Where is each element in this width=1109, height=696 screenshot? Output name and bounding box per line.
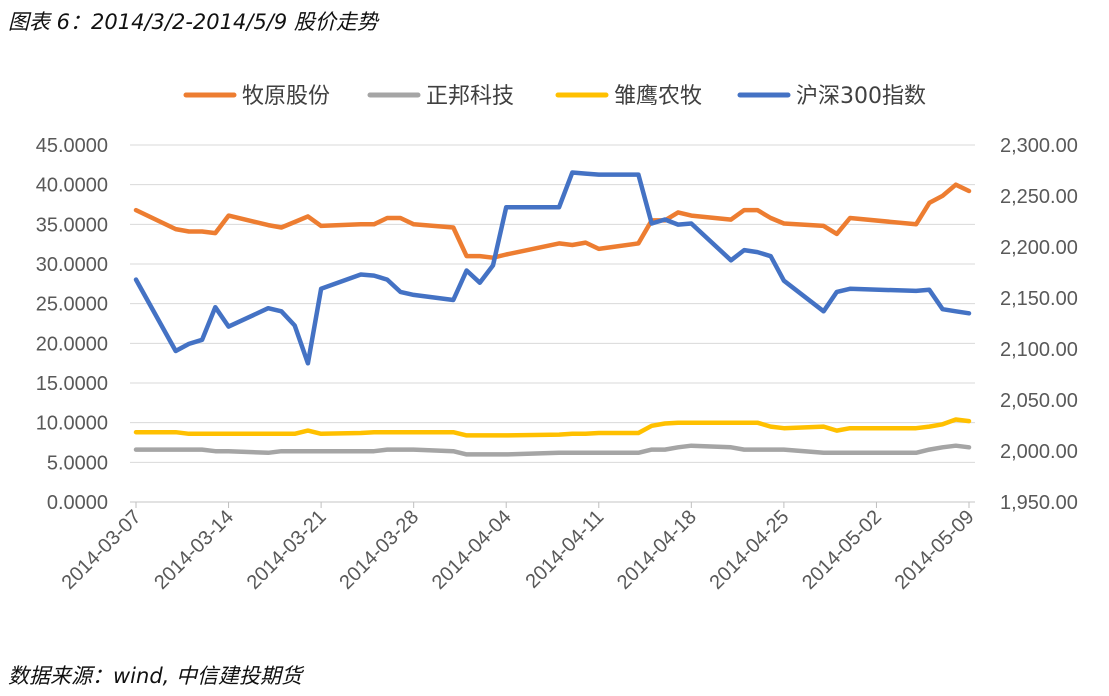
y2-tick-label: 2,000.00 <box>1000 441 1078 463</box>
data-source-note: 数据来源：wind, 中信建投期货 <box>8 664 302 688</box>
legend: 牧原股份 正邦科技 雏鹰农牧 沪深300指数 <box>183 84 926 109</box>
x-tick-label: 2014-03-28 <box>335 506 423 594</box>
y2-tick-label: 1,950.00 <box>1000 492 1078 514</box>
y-tick-label: 10.0000 <box>36 413 108 435</box>
y2-tick-label: 2,100.00 <box>1000 339 1078 361</box>
x-tick-label: 2014-04-18 <box>613 506 701 594</box>
y-tick-label: 20.0000 <box>36 333 108 355</box>
series-line <box>133 170 972 366</box>
y-tick-label: 45.0000 <box>36 135 108 157</box>
y-tick-label: 40.0000 <box>36 175 108 197</box>
figure-caption: 图表 6：2014/3/2-2014/5/9 股价走势 <box>8 10 378 34</box>
y2-tick-label: 2,200.00 <box>1000 237 1078 259</box>
x-tick-label: 2014-03-21 <box>243 506 331 594</box>
axes: 0.0000 5.0000 10.0000 15.0000 20.0000 25.0000… <box>36 135 1078 594</box>
y-tick-label: 25.0000 <box>36 294 108 316</box>
y2-tick-label: 2,050.00 <box>1000 390 1078 412</box>
y2-tick-label: 2,150.00 <box>1000 288 1078 310</box>
x-tick-label: 2014-04-25 <box>706 506 794 594</box>
legend-label: 雏鹰农牧 <box>614 84 702 109</box>
series-line <box>133 182 972 260</box>
x-tick-label: 2014-04-04 <box>428 506 516 594</box>
y2-tick-label: 2,300.00 <box>1000 135 1078 157</box>
y-tick-label: 0.0000 <box>47 492 108 514</box>
grid-lines <box>130 144 975 503</box>
y-tick-label: 5.0000 <box>47 452 108 474</box>
y-tick-label: 15.0000 <box>36 373 108 395</box>
y2-tick-label: 2,250.00 <box>1000 186 1078 208</box>
x-tick-label: 2014-05-02 <box>798 506 886 594</box>
series-line <box>133 443 972 457</box>
x-tick-label: 2014-04-11 <box>521 506 608 593</box>
line-chart: 0.0000 5.0000 10.0000 15.0000 20.0000 25.0000… <box>36 84 1078 594</box>
series-line <box>133 417 972 438</box>
legend-label: 沪深300指数 <box>796 84 926 109</box>
legend-label: 正邦科技 <box>426 84 514 109</box>
series-lines <box>133 170 972 457</box>
legend-label: 牧原股份 <box>242 84 330 109</box>
x-tick-label: 2014-03-14 <box>150 506 238 594</box>
x-tick-label: 2014-05-09 <box>891 506 979 594</box>
y-tick-label: 30.0000 <box>36 254 108 276</box>
y-tick-label: 35.0000 <box>36 214 108 236</box>
x-tick-label: 2014-03-07 <box>58 506 146 594</box>
